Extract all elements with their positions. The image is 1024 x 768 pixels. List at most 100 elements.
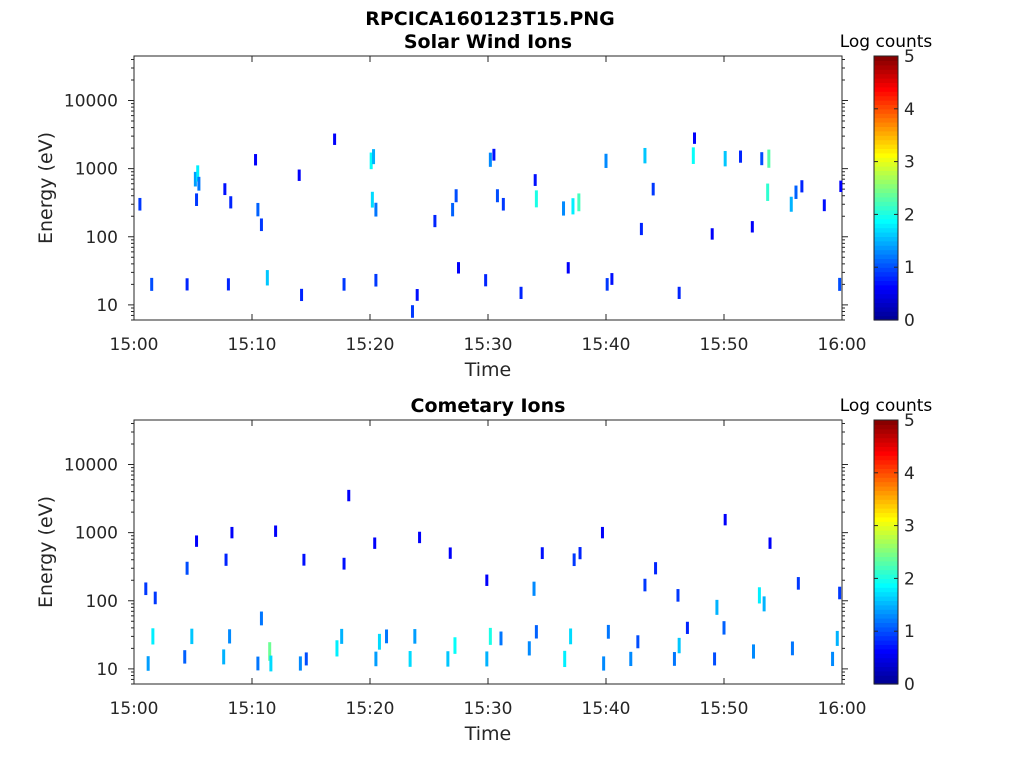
colorbar-segment [874, 468, 898, 474]
colorbar-tick-label: 2 [904, 205, 915, 225]
data-cell [256, 656, 260, 671]
data-cell [534, 190, 538, 208]
colorbar-segment [874, 604, 898, 610]
colorbar-segment [874, 486, 898, 491]
y-axis-label: Energy (eV) [35, 132, 57, 244]
y-tick-label: 10000 [64, 92, 118, 112]
y-tick-label: 10 [96, 296, 118, 316]
data-cell [146, 656, 150, 671]
data-cell [340, 628, 344, 644]
data-cell [446, 651, 450, 667]
colorbar-segment [874, 459, 898, 465]
colorbar-segment [874, 534, 898, 540]
x-axis-label: Time [464, 723, 512, 745]
colorbar-title: Log counts [840, 396, 933, 416]
data-cell [710, 228, 714, 240]
data-cell [185, 278, 189, 291]
data-cell [499, 631, 503, 646]
data-cell [760, 152, 764, 166]
data-cell [492, 148, 496, 161]
plot-area [133, 55, 843, 321]
colorbar-segment [874, 232, 898, 237]
colorbar-segment [874, 267, 898, 273]
colorbar-segment [874, 437, 898, 443]
data-cell [185, 561, 189, 575]
colorbar-segment [874, 666, 898, 672]
colorbar-segment [874, 477, 898, 483]
colorbar-segment [874, 82, 898, 88]
data-cell [715, 599, 719, 615]
colorbar-segment [874, 210, 898, 215]
colorbar-segment [874, 188, 898, 193]
colorbar-segment [874, 104, 898, 110]
data-cell [230, 526, 234, 539]
data-cell [226, 278, 230, 291]
colorbar-tick-label: 5 [904, 47, 915, 67]
data-cell [150, 277, 154, 291]
colorbar-tick-label: 4 [904, 100, 915, 120]
data-cell [369, 152, 373, 170]
data-cell [501, 197, 505, 211]
colorbar-segment [874, 298, 898, 303]
colorbar-segment [874, 600, 898, 606]
data-cell [563, 650, 567, 668]
colorbar-segment [874, 183, 898, 189]
data-cell [602, 656, 606, 671]
data-cell [485, 651, 489, 667]
x-tick-label: 15:10 [228, 699, 277, 719]
data-cell [768, 537, 772, 549]
data-cell [373, 537, 377, 549]
x-tick-label: 16:00 [818, 699, 867, 719]
data-cell [300, 288, 304, 302]
data-cell [569, 628, 573, 645]
colorbar-title: Log counts [840, 32, 933, 52]
colorbar-segment [874, 521, 898, 527]
data-cell [374, 651, 378, 667]
data-cell [831, 651, 835, 667]
colorbar-segment [874, 455, 898, 461]
colorbar-segment [874, 490, 898, 496]
colorbar-segment [874, 512, 898, 518]
data-cell [144, 582, 148, 596]
data-cell [600, 526, 604, 539]
colorbar-segment [874, 644, 898, 650]
data-cell [488, 152, 492, 167]
colorbar-segment [874, 450, 898, 456]
data-cell [691, 147, 695, 164]
y-tick-label: 100 [86, 592, 118, 612]
data-cell [577, 193, 581, 212]
data-cell [268, 642, 272, 661]
x-tick-label: 15:50 [700, 335, 749, 355]
data-cell [254, 154, 258, 166]
data-cell [190, 628, 194, 645]
colorbar-segment [874, 130, 898, 136]
colorbar-segment [874, 653, 898, 659]
colorbar-segment [874, 464, 898, 469]
data-cell [654, 562, 658, 575]
data-cell [835, 630, 839, 646]
data-cell [297, 169, 301, 181]
y-tick-label: 1000 [75, 524, 118, 544]
data-cell [408, 651, 412, 667]
colorbar-tick-label: 2 [904, 569, 915, 589]
colorbar-segment [874, 657, 898, 663]
x-tick-label: 15:50 [700, 699, 749, 719]
colorbar-segment [874, 271, 898, 277]
figure-title: RPCICA160123T15.PNG [365, 8, 615, 30]
data-cell [410, 305, 414, 318]
colorbar-segment [874, 613, 898, 619]
colorbar-segment [874, 525, 898, 531]
data-cell [562, 201, 566, 216]
data-cell [605, 278, 609, 291]
colorbar-segment [874, 139, 898, 145]
colorbar-segment [874, 284, 898, 290]
data-cell [222, 649, 226, 665]
data-cell [651, 182, 655, 196]
colorbar-segment [874, 148, 898, 154]
colorbar-segment [874, 117, 898, 123]
data-cell [342, 557, 346, 570]
panel-1: Solar Wind Ions 15:00 15:10 15:20 15:30 15:40… [35, 31, 932, 381]
y-tick-label: 100 [86, 228, 118, 248]
colorbar-segment [874, 670, 898, 676]
